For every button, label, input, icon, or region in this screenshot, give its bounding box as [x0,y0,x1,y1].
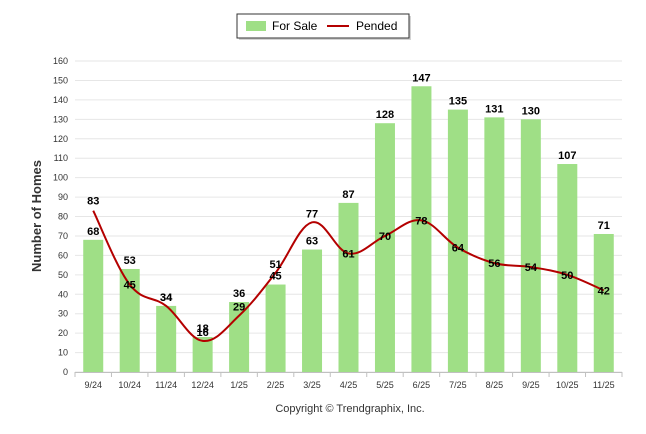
bar-value-label: 147 [412,72,430,84]
legend-label-for-sale: For Sale [272,19,318,33]
y-tick-label: 160 [53,56,68,66]
y-tick-label: 20 [58,328,68,338]
x-tick-label: 4/25 [340,380,358,390]
x-tick-label: 1/25 [230,380,248,390]
x-tick-label: 9/25 [522,380,540,390]
bar-value-label: 87 [342,189,354,201]
y-tick-label: 0 [63,367,68,377]
bar-for-sale-4-25 [338,202,359,372]
data-labels: 68 53 34 18 36 45 63 87 128 147 135 131 130 107 71 83 45… [87,72,610,339]
y-tick-label: 80 [58,212,68,222]
pended-value-label: 45 [124,280,136,292]
pended-value-label: 78 [415,215,427,227]
bar-value-label: 18 [197,323,209,335]
bar-value-label: 34 [160,292,173,304]
x-tick-label: 3/25 [303,380,321,390]
bar-for-sale-10-25 [557,164,578,372]
y-tick-label: 120 [53,134,68,144]
pended-value-label: 83 [87,196,99,208]
y-tick-label: 150 [53,75,68,85]
bar-value-label: 68 [87,226,99,238]
y-tick-label: 130 [53,114,68,124]
pended-value-label: 16 [197,327,209,339]
x-tick-label: 9/24 [84,380,102,390]
bar-value-label: 130 [522,105,540,117]
pended-value-label: 64 [452,243,465,255]
pended-value-label: 70 [379,231,391,243]
bar-for-sale-2-25 [265,284,286,372]
bar-value-label: 131 [485,103,503,115]
x-tick-label: 6/25 [413,380,431,390]
pended-value-label: 51 [269,259,281,271]
bar-value-label: 36 [233,288,245,300]
legend-swatch-for-sale [246,21,266,31]
bar-for-sale-9-25 [520,119,541,372]
bar-for-sale-6-25 [411,86,432,373]
y-tick-label: 50 [58,270,68,280]
x-tick-label: 8/25 [486,380,504,390]
y-tick-label: 40 [58,289,68,299]
y-axis-ticks: 0 10 20 30 40 50 60 70 80 90 100 110 120 130 140 150 160 [53,56,68,377]
x-tick-label: 7/25 [449,380,467,390]
x-tick-label: 10/24 [118,380,141,390]
y-tick-label: 140 [53,95,68,105]
x-tick-label: 12/24 [191,380,214,390]
pended-value-label: 42 [598,285,610,297]
y-tick-label: 90 [58,192,68,202]
x-tick-label: 2/25 [267,380,285,390]
bar-for-sale-7-25 [447,109,468,372]
y-tick-label: 100 [53,173,68,183]
legend: For Sale Pended [236,13,411,40]
bar-for-sale-5-25 [374,123,395,372]
bar-for-sale-12-24 [192,337,213,372]
x-tick-label: 11/25 [593,380,615,390]
copyright-text: Copyright © Trendgraphix, Inc. [275,403,424,415]
line-pended [92,210,605,342]
y-axis-label: Number of Homes [29,160,44,272]
bar-for-sale-11-24 [156,305,177,372]
bar-value-label: 53 [124,255,136,267]
x-tick-label: 10/25 [556,380,579,390]
bar-for-sale-10-24 [119,268,140,372]
x-axis: 9/24 10/24 11/24 12/24 1/25 2/25 3/25 4/25 5/25 6… [74,372,623,390]
bars-for-sale [83,86,614,373]
bar-value-label: 63 [306,236,318,248]
pended-value-label: 50 [561,270,573,282]
pended-value-label: 56 [488,258,500,270]
y-tick-label: 70 [58,231,68,241]
x-tick-label: 11/24 [155,380,177,390]
pended-line-path [92,210,605,342]
bar-for-sale-3-25 [302,249,323,372]
pended-value-label: 34 [160,292,173,304]
x-tick-label: 5/25 [376,380,394,390]
y-tick-label: 30 [58,309,68,319]
bar-for-sale-11-25 [593,233,614,372]
y-tick-label: 110 [54,153,68,163]
bar-value-label: 107 [558,150,576,162]
bar-for-sale-8-25 [484,117,505,373]
legend-label-pended: Pended [356,19,397,33]
bar-for-sale-9-24 [83,239,104,372]
pended-value-label: 54 [525,262,538,274]
bar-value-label: 45 [269,271,281,283]
bar-value-label: 71 [598,220,610,232]
y-tick-label: 10 [58,348,68,358]
pended-value-label: 61 [342,248,354,260]
y-tick-label: 60 [58,250,68,260]
bar-value-label: 128 [376,109,394,121]
bar-value-label: 135 [449,96,467,108]
pended-value-label: 77 [306,208,318,220]
pended-value-label: 29 [233,302,245,314]
